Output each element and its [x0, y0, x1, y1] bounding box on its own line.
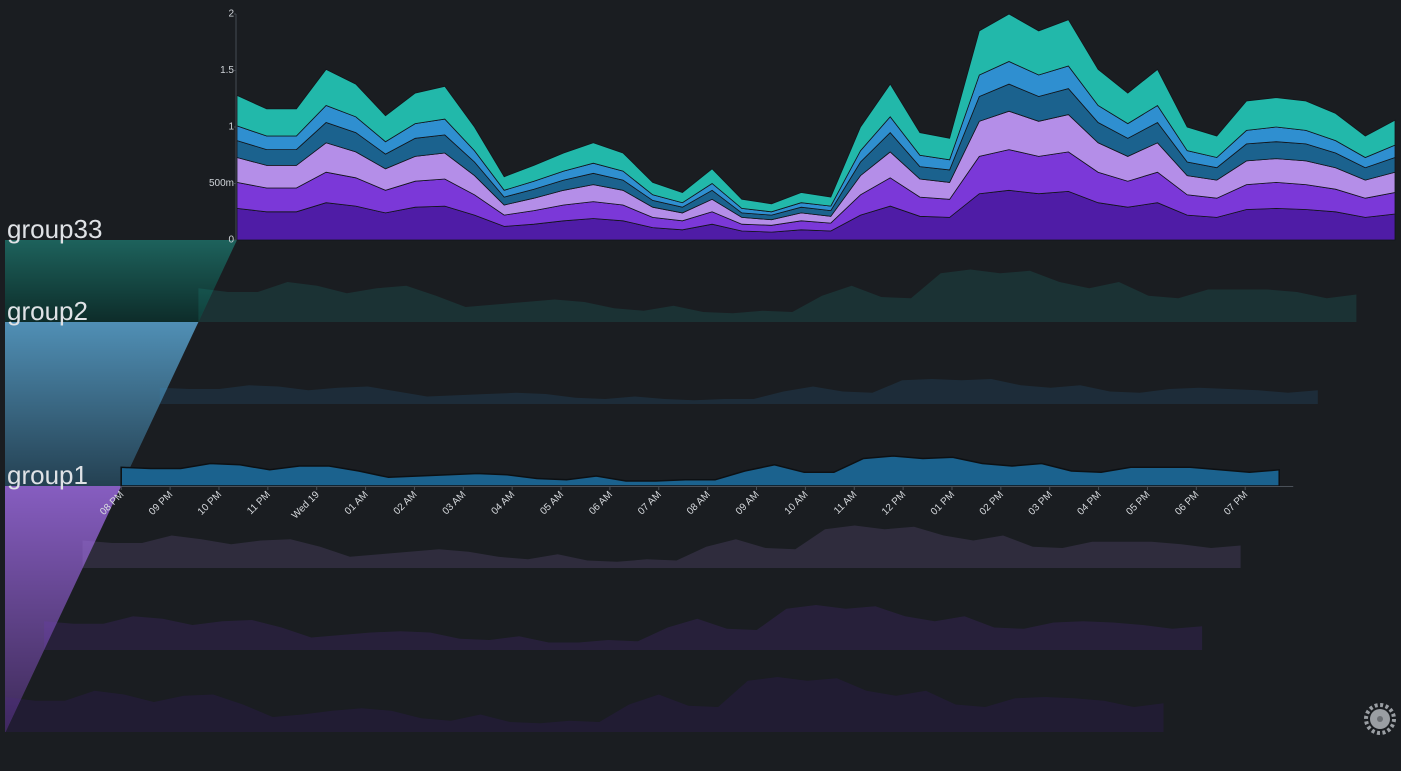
layer: [44, 605, 1203, 650]
group-labels: group33 group2 group1: [7, 214, 102, 490]
x-tick-label: 04 AM: [489, 489, 517, 517]
x-tick-label: 10 PM: [196, 489, 224, 517]
x-tick-label: 11 PM: [245, 489, 273, 517]
x-tick-label: 06 PM: [1173, 489, 1201, 517]
y-tick-label: 1: [228, 122, 234, 133]
x-tick-label: 07 PM: [1222, 489, 1250, 517]
x-tick-label: 10 AM: [783, 489, 811, 517]
group-label: group33: [7, 214, 102, 244]
x-tick-label: Wed 19: [290, 489, 322, 521]
x-tick-label: 01 PM: [929, 489, 957, 517]
group-panel-shade: [5, 486, 122, 732]
x-tick-label: 03 AM: [441, 489, 469, 517]
y-tick-label: 0: [228, 235, 234, 246]
x-tick-label: 12 PM: [880, 489, 908, 517]
x-tick-label: 09 AM: [734, 489, 762, 517]
group-label: group1: [7, 460, 88, 490]
x-tick-label: 08 AM: [685, 489, 713, 517]
x-tick-label: 02 PM: [978, 489, 1006, 517]
y-tick-label: 2: [228, 9, 234, 20]
x-tick-label: 03 PM: [1027, 489, 1055, 517]
x-tick-label: 05 PM: [1124, 489, 1152, 517]
settings-gear[interactable]: [1364, 703, 1396, 735]
x-tick-label: 07 AM: [636, 489, 664, 517]
stacked-chart: 0 500m 1 1.5 2: [209, 9, 1396, 246]
group-label: group2: [7, 296, 88, 326]
x-tick-label: 04 PM: [1075, 489, 1103, 517]
x-tick-label: 09 PM: [147, 489, 175, 517]
gear-hub[interactable]: [1377, 716, 1383, 722]
gear-teeth[interactable]: [1364, 703, 1396, 735]
group-panel-shade: [5, 240, 237, 322]
x-tick-label: 11 AM: [832, 489, 859, 516]
exploded-layers: 08 PM 09 PM 10 PM 11 PM Wed 19 01 AM 02 AM 03 A…: [5, 269, 1357, 732]
x-tick-label: 02 AM: [392, 489, 420, 517]
group-panels: [5, 240, 237, 732]
stack-area: [236, 13, 1396, 213]
layer: [198, 269, 1357, 322]
layer: [5, 677, 1164, 732]
y-tick-label: 1.5: [220, 65, 234, 76]
highlight-layer: [120, 455, 1280, 487]
layer: [159, 379, 1318, 404]
x-tick-label: 05 AM: [538, 489, 566, 517]
layer: [82, 525, 1241, 568]
x-tick-label: 01 AM: [343, 489, 371, 517]
group-panel-shade: [5, 322, 199, 486]
y-tick-label: 500m: [209, 178, 234, 189]
x-tick-label: 06 AM: [587, 489, 615, 517]
